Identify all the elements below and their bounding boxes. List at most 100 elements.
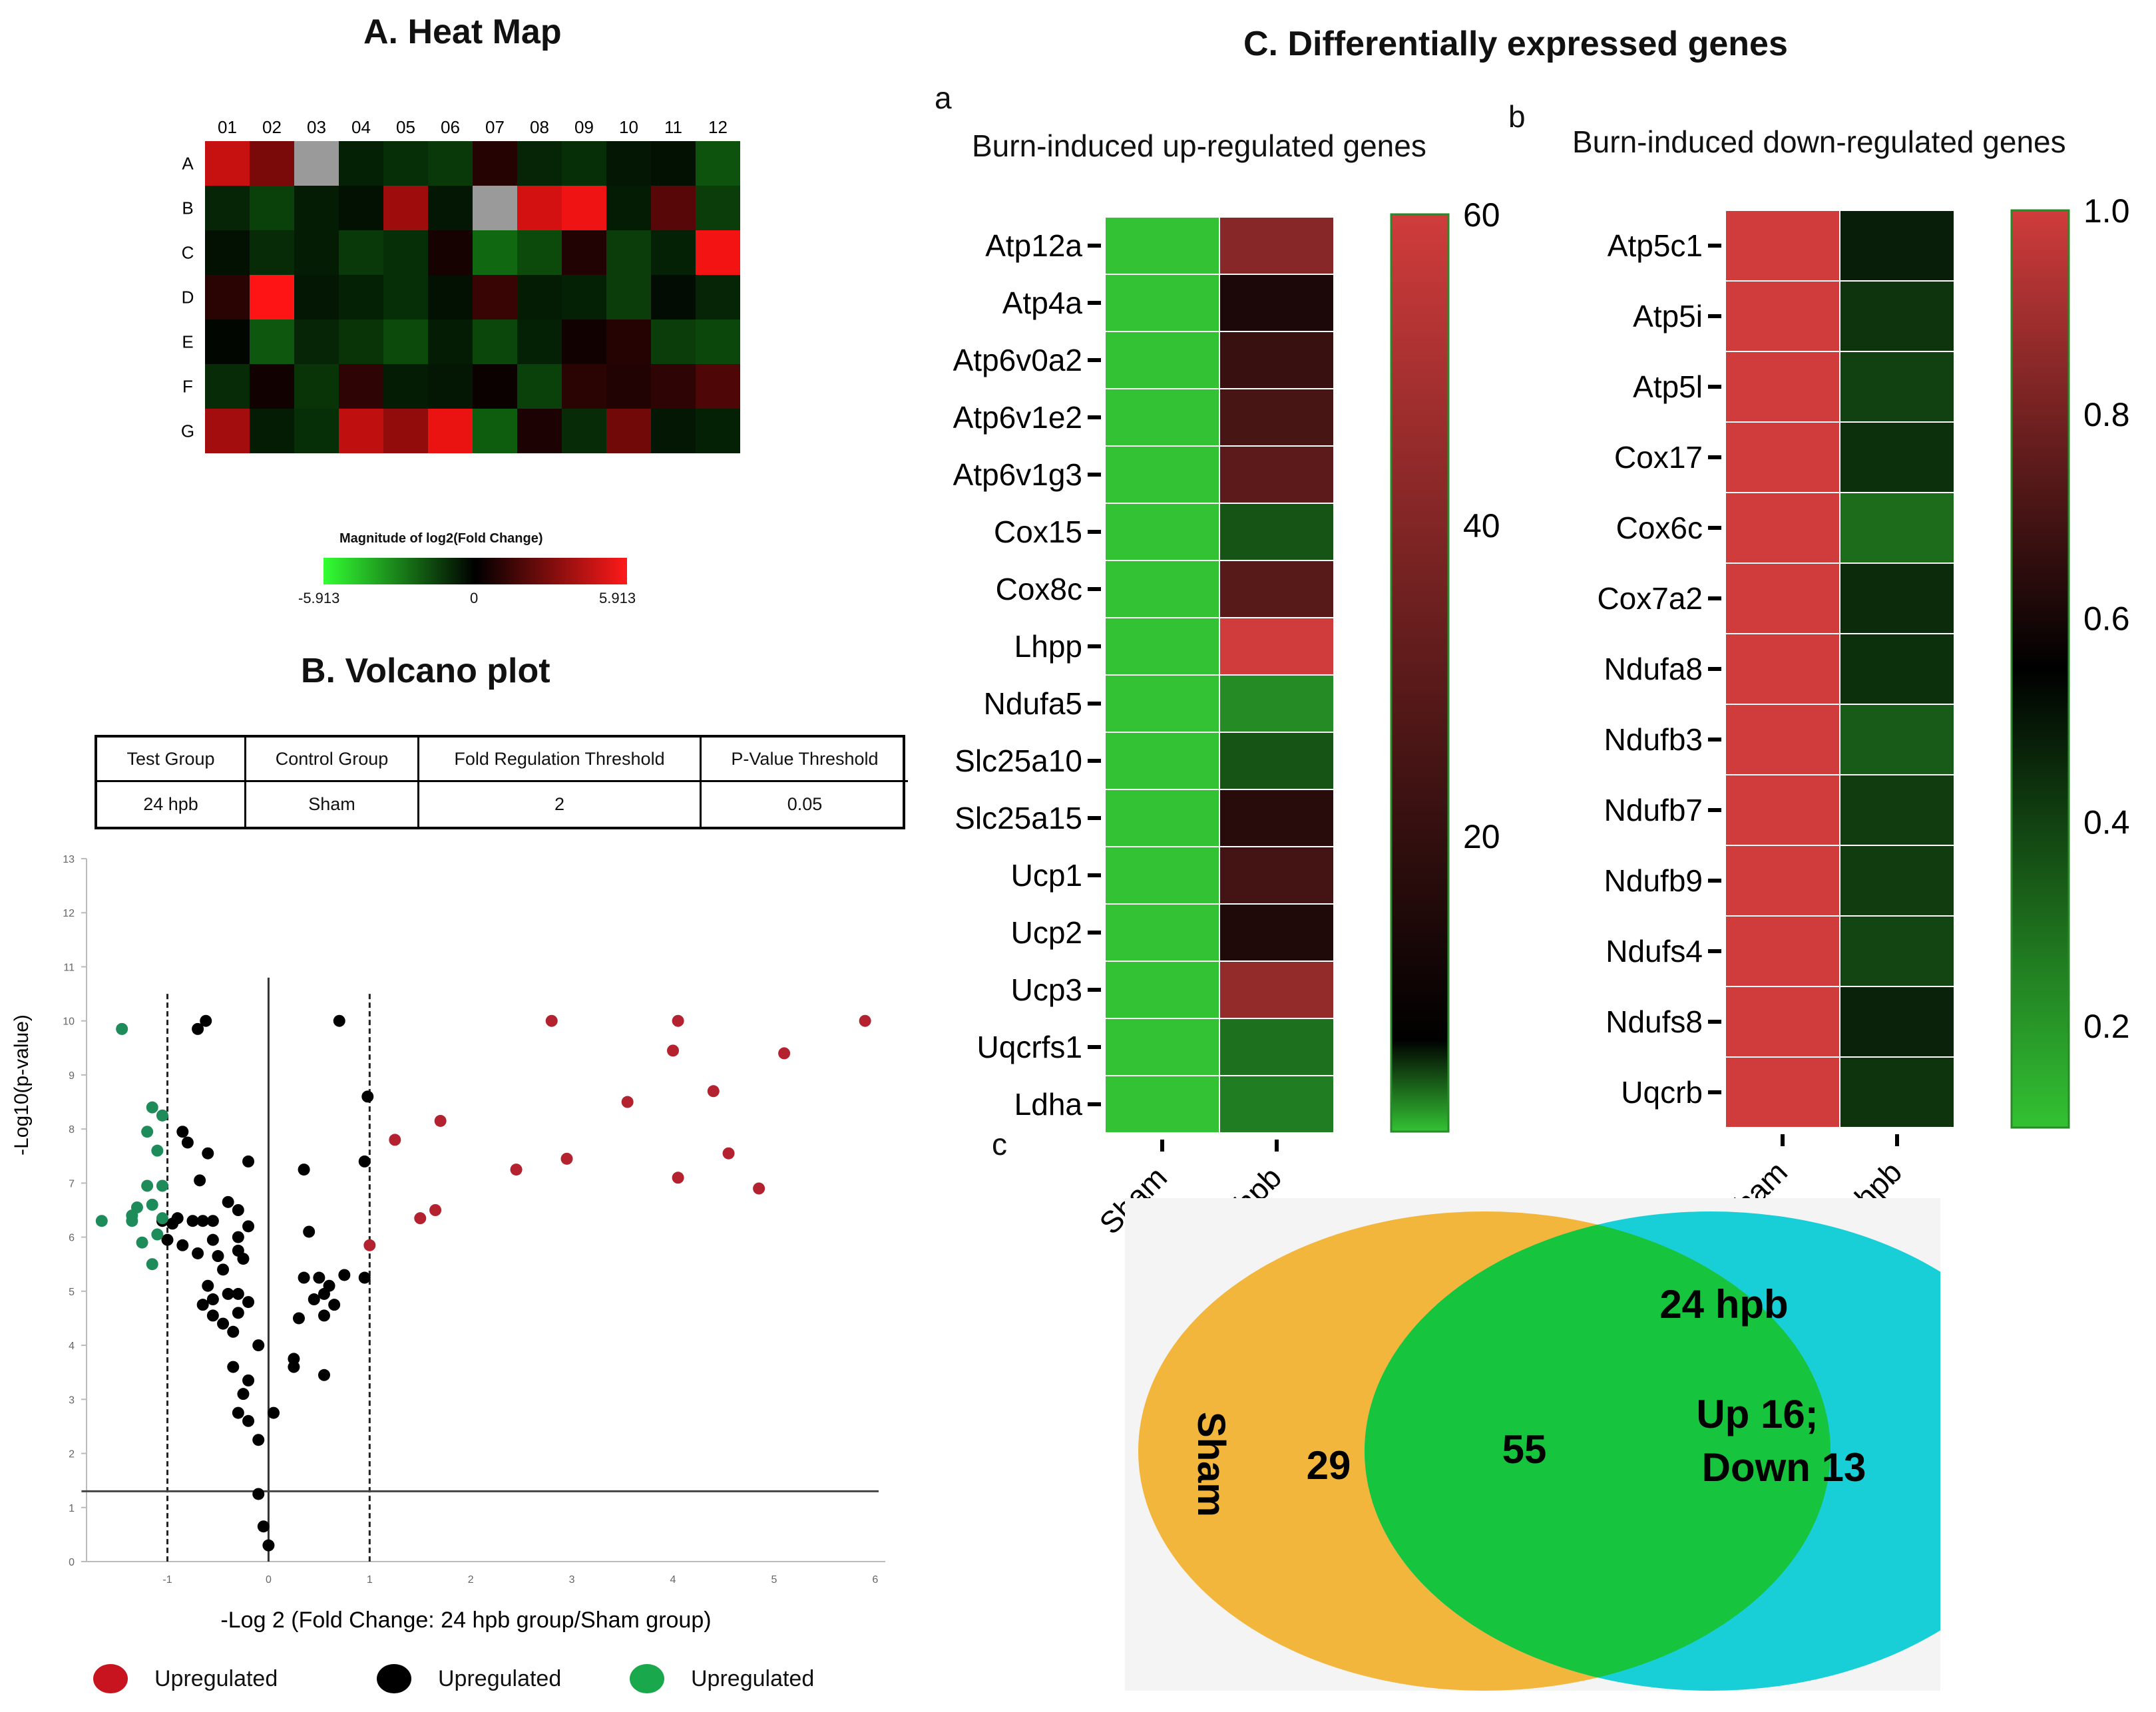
- volcano-point-black: [298, 1271, 310, 1284]
- heatmap-col-label: 08: [530, 117, 549, 137]
- gene-cell: [1219, 732, 1335, 790]
- volcano-point-black: [252, 1488, 265, 1500]
- venn-left-count: 29: [1307, 1443, 1351, 1488]
- volcano-point-red: [667, 1044, 680, 1057]
- colorbar-tick: 40: [1463, 507, 1500, 544]
- heatmap-cell: [562, 275, 606, 320]
- gene-cell: [1219, 274, 1335, 332]
- volcano-title: B. Volcano plot: [301, 652, 550, 690]
- gene-cell: [1839, 421, 1955, 493]
- colorbar-tick: 1.0: [2083, 192, 2130, 230]
- heatmap-cell: [696, 186, 740, 230]
- heatmap-cell: [294, 409, 339, 453]
- volcano-y-tick: 4: [69, 1341, 75, 1352]
- gene-cell: [1725, 492, 1840, 564]
- gene-label: Uqcrfs1: [977, 1030, 1082, 1064]
- sub-c-letter: c: [992, 1127, 1007, 1162]
- volcano-y-tick: 12: [63, 908, 75, 919]
- volcano-point-green: [141, 1179, 154, 1192]
- heatmap-title: A. Heat Map: [363, 13, 562, 51]
- heatmap-row-label: F: [182, 377, 193, 397]
- volcano-point-black: [232, 1204, 244, 1216]
- venn-diagram: Sham 29 55 24 hpb Up 16; Down 13: [1125, 1198, 1940, 1691]
- legend-red-label: Upregulated: [154, 1665, 278, 1691]
- heatmap-cell: [606, 230, 651, 275]
- gene-label: Atp12a: [985, 228, 1082, 263]
- gene-cell: [1839, 280, 1955, 352]
- heatmap-cell: [339, 320, 383, 364]
- volcano-point-black: [222, 1195, 234, 1208]
- gene-cell: [1104, 331, 1220, 389]
- heatmap-cell: [205, 230, 250, 275]
- volcano-point-black: [186, 1215, 199, 1227]
- gene-cell: [1839, 1056, 1955, 1128]
- volcano-y-tick: 13: [63, 854, 75, 865]
- legend-black-label: Upregulated: [438, 1665, 562, 1691]
- heatmap-cell: [383, 230, 428, 275]
- heatmap-cell: [517, 364, 562, 409]
- colorbar: [1390, 213, 1450, 1133]
- gene-cell: [1104, 1075, 1220, 1134]
- volcano-y-tick: 3: [69, 1394, 75, 1406]
- legend-green-label: Upregulated: [691, 1665, 815, 1691]
- gene-cell: [1725, 774, 1840, 846]
- volcano-point-red: [672, 1014, 684, 1027]
- volcano-point-red: [707, 1085, 720, 1098]
- volcano-y-label: -Log10(p-value): [11, 1014, 33, 1156]
- colorbar-tick: 0.6: [2083, 600, 2130, 637]
- volcano-x-tick: 5: [771, 1574, 777, 1586]
- heatmap-cell: [383, 320, 428, 364]
- heatmap-col-label: 01: [218, 117, 237, 137]
- gene-label: Cox6c: [1616, 511, 1703, 545]
- gene-cell: [1839, 562, 1955, 634]
- volcano-point-black: [257, 1520, 270, 1533]
- gene-cell: [1219, 903, 1335, 962]
- gene-cell: [1104, 789, 1220, 847]
- heatmap-cell: [294, 364, 339, 409]
- gene-label: Uqcrb: [1621, 1075, 1703, 1110]
- volcano-y-tick: 2: [69, 1449, 75, 1460]
- volcano-point-black: [181, 1136, 194, 1149]
- sub-a-letter: a: [935, 81, 952, 115]
- volcano-point-black: [200, 1014, 212, 1027]
- heatmap-cell: [383, 141, 428, 186]
- volcano-point-black: [318, 1369, 330, 1381]
- gene-label: Ldha: [1014, 1087, 1083, 1122]
- volcano-point-black: [192, 1022, 204, 1035]
- gene-cell: [1725, 562, 1840, 634]
- gene-cell: [1104, 445, 1220, 504]
- heatmap-cell: [473, 409, 517, 453]
- heatmap-cell: [205, 141, 250, 186]
- gene-cell: [1219, 1075, 1335, 1134]
- gene-cell: [1219, 445, 1335, 504]
- volcano-point-black: [252, 1339, 265, 1352]
- heatmap-cell: [473, 141, 517, 186]
- heatmap-cell: [250, 141, 294, 186]
- gene-label: Ucp1: [1011, 858, 1082, 893]
- heatmap-cell: [606, 275, 651, 320]
- volcano-point-green: [116, 1022, 128, 1035]
- volcano-point-black: [242, 1155, 255, 1168]
- legend-black: Upregulated: [377, 1664, 561, 1693]
- volcano-point-black: [242, 1374, 255, 1387]
- volcano-point-black: [252, 1434, 265, 1446]
- gene-label: Slc25a15: [955, 801, 1082, 835]
- volcano-point-black: [308, 1293, 320, 1306]
- volcano-y-tick: 5: [69, 1287, 75, 1298]
- volcano-point-red: [429, 1204, 442, 1216]
- volcano-point-red: [778, 1047, 791, 1060]
- heatmap-cell: [428, 230, 473, 275]
- heatmap-cell: [696, 364, 740, 409]
- heatmap-cell: [562, 320, 606, 364]
- heatmap-cell: [428, 320, 473, 364]
- volcano-point-black: [303, 1225, 316, 1238]
- heatmap-cell: [250, 275, 294, 320]
- volcano-point-black: [237, 1253, 250, 1265]
- volcano-y-tick: 11: [63, 962, 75, 973]
- colorbar-tick: 0.4: [2083, 804, 2130, 841]
- volcano-point-black: [206, 1293, 219, 1306]
- volcano-point-black: [242, 1220, 255, 1233]
- volcano-y-tick: 6: [69, 1233, 75, 1244]
- volcano-point-red: [560, 1152, 573, 1165]
- volcano-point-black: [217, 1317, 230, 1330]
